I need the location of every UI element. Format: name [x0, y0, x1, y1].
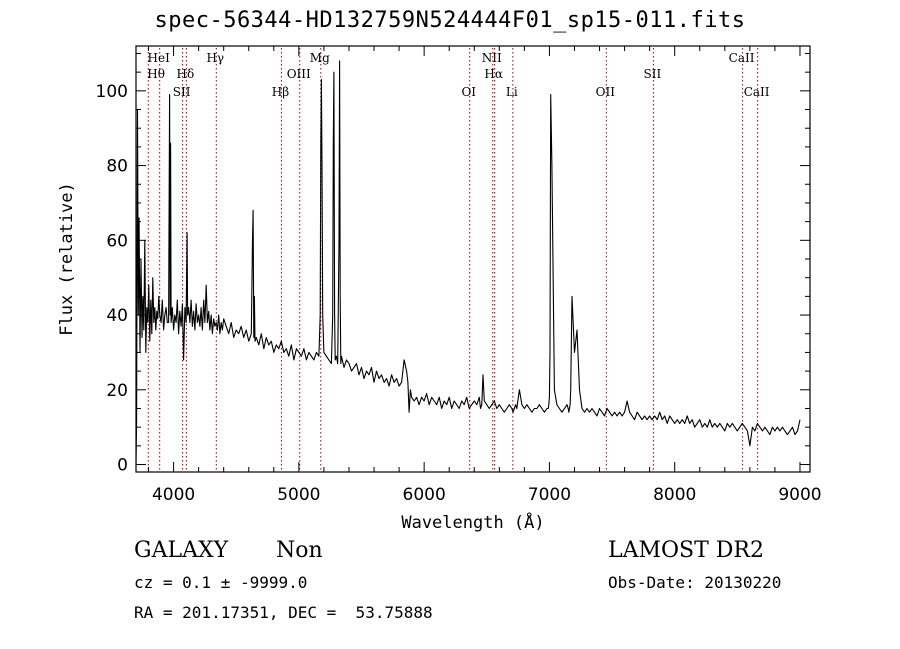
spectral-line-label: SII: [173, 85, 191, 99]
spectral-line-label: OI: [461, 85, 476, 99]
y-tick-label: 100: [96, 82, 128, 102]
spectral-line-label: Hδ: [177, 67, 195, 81]
spectral-line-label: SII: [644, 67, 662, 81]
y-tick-label: 20: [106, 381, 128, 401]
spectral-line-label: CaII: [744, 85, 770, 99]
spectrum-series: [135, 60, 801, 465]
axes: [135, 45, 811, 473]
spectral-line-label: Hβ: [272, 85, 289, 99]
y-tick-label: 40: [106, 306, 128, 326]
y-tick-label: 60: [106, 231, 128, 251]
x-tick-label: 7000: [528, 485, 571, 505]
spectral-line-label: HeI: [148, 51, 171, 65]
x-tick-label: 9000: [778, 485, 821, 505]
x-tick-label: 4000: [152, 485, 195, 505]
y-tick-label: 80: [106, 157, 128, 177]
x-tick-label: 8000: [653, 485, 696, 505]
x-axis-title: Wavelength (Å): [401, 511, 544, 533]
y-tick-label: 0: [117, 456, 128, 476]
spectrum-line: [135, 60, 801, 465]
cz-line: cz = 0.1 ± -9999.0: [134, 573, 308, 592]
x-tick-label: 6000: [403, 485, 446, 505]
chart-title: spec-56344-HD132759N524444F01_sp15-011.f…: [154, 8, 746, 33]
x-tick-label: 5000: [277, 485, 320, 505]
axis-labels: 4000 5000 6000 7000 8000 9000 0 20 40 60 80 100 Wave…: [57, 82, 822, 533]
spectral-line-label: NII: [482, 51, 502, 65]
spectral-line-label: Li: [506, 85, 518, 99]
plot-frame: [135, 45, 811, 473]
spectral-line-label: Hα: [484, 67, 503, 81]
spectral-line-label: Hθ: [147, 67, 165, 81]
spectral-line-label: Mg: [310, 51, 330, 65]
survey-label: LAMOST DR2: [608, 538, 764, 563]
spectral-line-label: CaII: [729, 51, 755, 65]
obs-date-line: Obs-Date: 20130220: [608, 573, 782, 592]
coords-line: RA = 201.17351, DEC = 53.75888: [134, 603, 433, 622]
spectral-line-label: OIII: [287, 67, 311, 81]
spectral-line-label: OII: [596, 85, 616, 99]
class-label: GALAXY: [134, 538, 229, 563]
y-axis-title: Flux (relative): [57, 182, 77, 336]
spectral-line-label: Hγ: [206, 51, 224, 65]
subclass-label: Non: [276, 538, 323, 563]
